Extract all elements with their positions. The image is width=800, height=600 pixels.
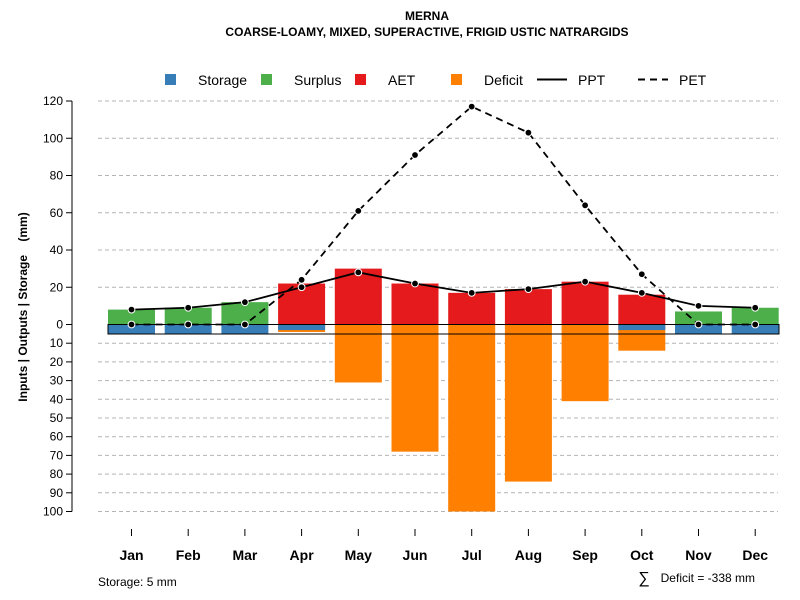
bar-deficit-jun [391, 324, 439, 452]
legend-label-deficit: Deficit [484, 72, 523, 88]
legend-label-aet: AET [388, 72, 416, 88]
x-tick-label-jan: Jan [119, 547, 143, 563]
y-tick-label: 20 [50, 355, 64, 369]
series-lines [127, 102, 760, 329]
legend-swatch-deficit [451, 74, 462, 85]
legend-label-surplus: Surplus [294, 72, 341, 88]
bar-aet-may [334, 268, 382, 325]
point-pet-jun [411, 151, 419, 159]
chart-title: MERNA [405, 9, 449, 23]
y-tick-label: 120 [43, 94, 63, 108]
bar-storage-mar [221, 324, 269, 334]
x-tick-label-nov: Nov [685, 547, 712, 563]
bar-storage-nov [675, 324, 722, 334]
point-ppt-jan [127, 305, 136, 314]
point-pet-apr [297, 275, 306, 284]
bar-aet-aug [504, 289, 552, 325]
x-tick-label-may: May [345, 547, 372, 563]
point-ppt-aug [524, 285, 533, 294]
y-tick-label: 90 [50, 486, 64, 500]
footer-storage: Storage: 5 mm [98, 575, 177, 589]
point-ppt-jul [467, 288, 476, 297]
y-tick-label: 100 [43, 131, 63, 145]
bar-aet-jul [448, 292, 496, 325]
x-tick-label-feb: Feb [176, 547, 201, 563]
x-tick-label-jun: Jun [403, 547, 428, 563]
point-ppt-jun [411, 279, 419, 288]
bars [107, 268, 780, 512]
bar-deficit-may [334, 324, 382, 383]
legend-label-pet: PET [679, 72, 707, 88]
bar-surplus-dec [731, 307, 779, 325]
bar-deficit-aug [504, 324, 552, 482]
y-tick-label: 0 [56, 318, 63, 332]
y-tick-label: 40 [50, 392, 64, 406]
legend-label-storage: Storage [198, 72, 247, 88]
y-tick-label: 80 [50, 169, 64, 183]
x-tick-label-jul: Jul [462, 547, 482, 563]
point-pet-mar [241, 320, 249, 329]
point-ppt-sep [581, 277, 589, 286]
point-ppt-oct [637, 288, 646, 297]
legend-label-ppt: PPT [578, 72, 606, 88]
bar-storage-jan [108, 324, 155, 334]
bar-surplus-mar [221, 302, 269, 325]
x-tick-label-oct: Oct [630, 547, 654, 563]
bar-aet-sep [561, 281, 609, 325]
point-ppt-dec [751, 303, 760, 312]
bar-aet-oct [618, 294, 666, 325]
point-pet-jul [467, 102, 476, 111]
point-ppt-mar [241, 298, 249, 307]
point-pet-feb [184, 320, 193, 329]
y-axis-label: Inputs | Outputs | Storage (mm) [16, 212, 30, 401]
point-pet-oct [637, 270, 646, 279]
legend-swatch-aet [355, 74, 366, 85]
x-tick-label-sep: Sep [572, 547, 598, 563]
point-ppt-apr [297, 283, 306, 292]
y-tick-label: 100 [43, 505, 63, 519]
x-tick-label-dec: Dec [742, 547, 768, 563]
y-tick-label: 10 [50, 336, 64, 350]
point-pet-aug [524, 128, 533, 137]
y-tick-label: 30 [50, 374, 64, 388]
x-tick-label-aug: Aug [515, 547, 542, 563]
point-pet-dec [751, 320, 760, 329]
y-tick-label: 80 [50, 467, 64, 481]
x-tick-label-mar: Mar [232, 547, 257, 563]
bar-storage-oct [618, 324, 666, 331]
legend: Storage Surplus AET Deficit PPT PET [165, 72, 707, 88]
footer-deficit: Deficit = -338 mm [661, 571, 755, 585]
point-pet-nov [694, 320, 703, 329]
legend-swatch-storage [165, 74, 176, 85]
bar-storage-feb [164, 324, 212, 334]
point-ppt-nov [694, 301, 703, 310]
chart-subtitle: COARSE-LOAMY, MIXED, SUPERACTIVE, FRIGID… [225, 25, 628, 39]
line-pet [131, 105, 756, 326]
y-tick-label: 60 [50, 430, 64, 444]
point-pet-jan [127, 320, 136, 329]
bar-storage-apr [278, 324, 326, 331]
axes: 0 20 40 60 80 100 120 10 20 30 40 50 60 70 80 90 100 Jan F… [43, 94, 768, 563]
point-pet-may [354, 206, 363, 215]
y-tick-label: 20 [50, 280, 64, 294]
point-pet-sep [581, 201, 589, 210]
line-ppt [131, 271, 756, 311]
footer-sum-symbol: ∑ [638, 570, 649, 587]
bar-deficit-sep [561, 324, 609, 402]
bar-deficit-jul [448, 324, 496, 512]
bar-surplus-feb [164, 307, 212, 325]
y-tick-label: 40 [50, 243, 64, 257]
point-ppt-feb [184, 303, 193, 312]
legend-swatch-surplus [261, 74, 272, 85]
y-tick-label: 50 [50, 411, 64, 425]
bar-aet-jun [391, 283, 439, 325]
x-tick-label-apr: Apr [290, 547, 315, 563]
point-ppt-may [354, 268, 363, 277]
bar-surplus-jan [108, 309, 155, 325]
y-tick-label: 70 [50, 448, 64, 462]
y-tick-label: 60 [50, 206, 64, 220]
bar-storage-dec [731, 324, 779, 334]
